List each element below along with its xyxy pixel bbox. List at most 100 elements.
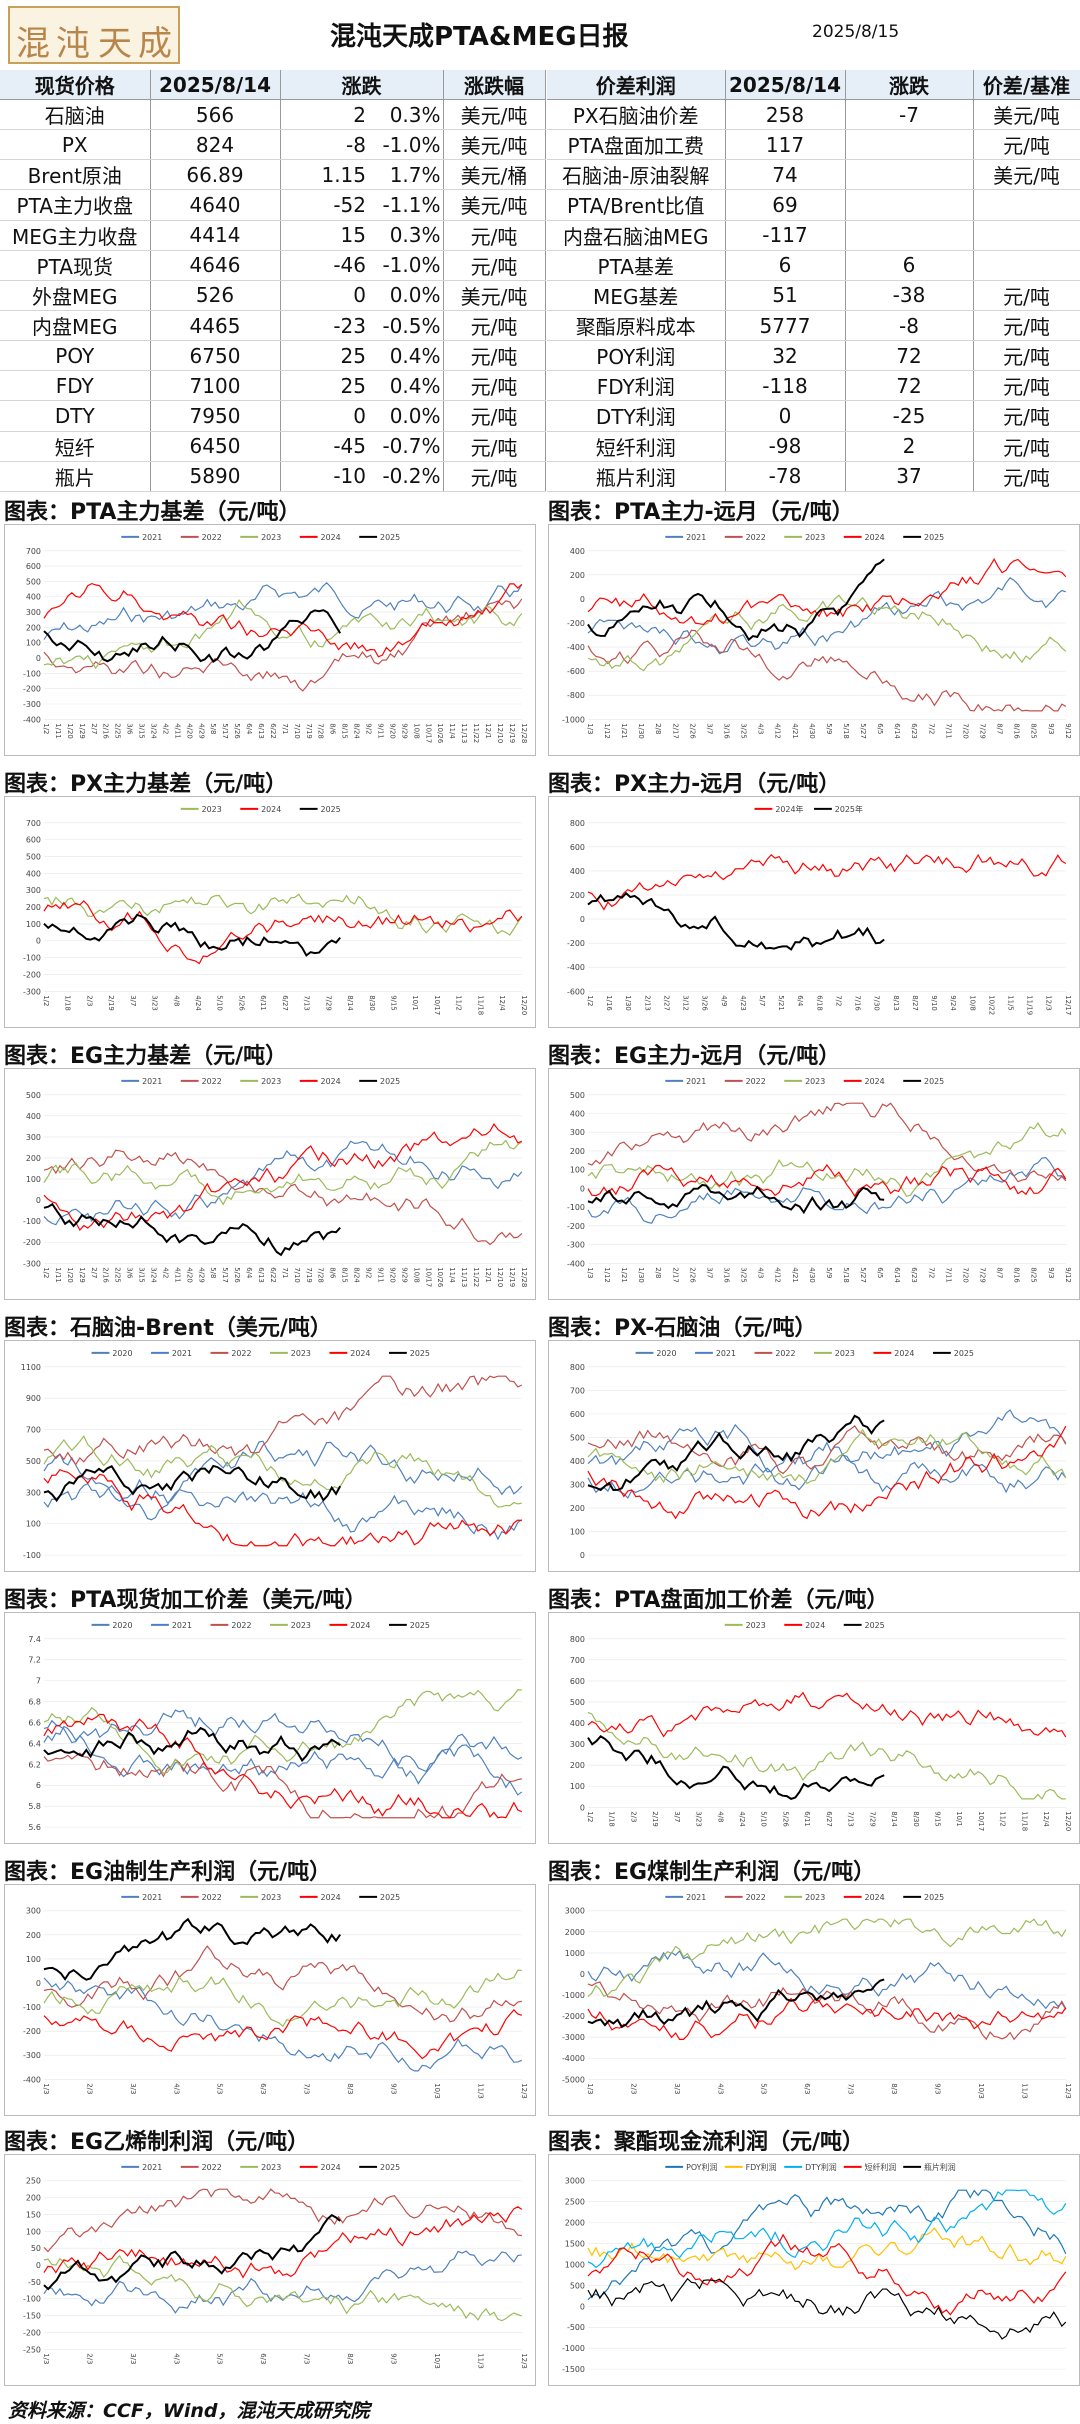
y-tick-label: 300 <box>26 886 41 895</box>
x-tick-label: 8/30 <box>368 995 376 1011</box>
table-cell: 元/吨 <box>443 370 546 402</box>
table-cell: -1.0% <box>368 250 444 281</box>
legend-label: 2025 <box>410 1621 430 1630</box>
y-tick-label: 400 <box>26 1112 41 1121</box>
legend-label: 2023 <box>291 1349 311 1358</box>
table-cell: -0.7% <box>368 431 444 462</box>
x-tick-label: 11/2 <box>455 995 463 1011</box>
x-tick-label: 8/6 <box>329 1267 337 1278</box>
x-tick-label: 5/26 <box>781 1811 789 1827</box>
chart-title: 图表：聚酯现金流利润（元/吨） <box>548 2130 865 2155</box>
table-cell: 0.3% <box>368 220 444 251</box>
y-tick-label: 5.8 <box>28 1802 41 1811</box>
x-tick-label: 4/2 <box>161 1267 169 1278</box>
table-cell: -10 <box>280 461 368 493</box>
x-tick-label: 10/17 <box>433 995 441 1015</box>
x-tick-label: 4/3 <box>757 723 765 734</box>
y-tick-label: 100 <box>26 2227 41 2236</box>
x-tick-label: 2/19 <box>107 995 115 1011</box>
legend-label: 2025 <box>380 1893 400 1902</box>
x-tick-label: 7/2 <box>927 1267 935 1278</box>
table-cell: 37 <box>845 461 974 493</box>
chart-panel: 2020 2021 2022 2023 2024 2025 1100 900 700 500 300… <box>4 1340 536 1572</box>
legend-label: 2021 <box>142 1077 162 1086</box>
series-line <box>587 1997 1067 2040</box>
x-tick-label: 9/3 <box>389 2353 397 2364</box>
table-cell: 元/吨 <box>443 250 546 281</box>
x-tick-label: 3/7 <box>129 995 137 1006</box>
x-tick-label: 11/22 <box>472 723 480 743</box>
table-cell: 4646 <box>150 250 281 281</box>
x-tick-label: 11/3 <box>1020 2083 1028 2099</box>
table-cell: 瓶片利润 <box>547 461 726 493</box>
x-tick-label: 7/29 <box>978 1267 986 1283</box>
x-tick-label: 5/27 <box>859 723 867 739</box>
series-line <box>43 599 523 670</box>
series-line <box>43 2250 522 2314</box>
table-cell: 2 <box>280 99 368 131</box>
table-cell: 美元/吨 <box>443 129 546 161</box>
x-tick-label: 8/7 <box>996 723 1004 734</box>
table-cell: 外盘MEG <box>0 280 151 311</box>
x-tick-label: 4/30 <box>808 723 816 739</box>
y-tick-label: 300 <box>570 1740 585 1749</box>
y-tick-label: 600 <box>26 562 41 571</box>
x-tick-label: 8/24 <box>353 1267 361 1283</box>
table-row: POY 6750 25 0.4% 元/吨 <box>0 340 546 372</box>
x-tick-label: 12/28 <box>520 1267 528 1287</box>
x-tick-label: 4/12 <box>774 723 782 739</box>
table-cell: 15 <box>280 220 368 251</box>
x-tick-label: 12/4 <box>498 995 506 1011</box>
table-cell: -46 <box>280 250 368 281</box>
table-row: MEG基差 51 -38 元/吨 <box>547 280 1080 311</box>
legend-label: 2020 <box>656 1349 676 1358</box>
legend-label: 2025 <box>380 1077 400 1086</box>
x-tick-label: 7/29 <box>868 1811 876 1827</box>
spread-profit-table: 价差利润 2025/8/14 涨跌 价差/基准 PX石脑油价差 258 -7 美元/吨… <box>547 70 1080 493</box>
y-tick-label: -100 <box>23 669 41 678</box>
x-tick-label: 2/17 <box>671 1267 679 1283</box>
y-tick-label: 0 <box>580 1970 585 1979</box>
x-tick-label: 8/13 <box>892 995 900 1011</box>
x-tick-label: 3/3 <box>129 2083 137 2094</box>
series-line <box>43 1713 523 1819</box>
x-tick-label: 4/3 <box>716 2083 724 2094</box>
table-cell: POY利润 <box>547 340 726 372</box>
table-row: Brent原油 66.89 1.15 1.7% 美元/桶 <box>0 159 546 191</box>
table-cell <box>845 189 974 221</box>
legend-label: 2024 <box>865 533 885 542</box>
table-cell: 元/吨 <box>973 461 1080 493</box>
legend-label: 2021 <box>142 533 162 542</box>
x-tick-label: 7/20 <box>961 1267 969 1283</box>
x-tick-label: 10/26 <box>436 723 444 743</box>
x-tick-label: 6/3 <box>803 2083 811 2094</box>
y-tick-label: -1000 <box>562 2344 585 2353</box>
table-cell: 6750 <box>150 340 281 372</box>
y-tick-label: 700 <box>26 1426 41 1435</box>
table-row: 内盘石脑油MEG -117 <box>547 220 1080 251</box>
y-tick-label: 100 <box>26 1955 41 1964</box>
x-tick-label: 9/3 <box>389 2083 397 2094</box>
table-cell: 32 <box>725 340 846 372</box>
series-line <box>43 1483 523 1541</box>
series-line <box>43 1969 522 2028</box>
y-tick-label: 300 <box>570 1480 585 1489</box>
x-tick-label: 6/13 <box>257 1267 265 1283</box>
table-cell: 0.3% <box>368 99 444 131</box>
y-tick-label: 0 <box>36 1979 41 1988</box>
y-tick-label: 0 <box>36 2261 41 2270</box>
table-cell: 66.89 <box>150 159 281 191</box>
x-tick-label: 3/6 <box>126 1267 134 1278</box>
legend-label: 2025 <box>924 1893 944 1902</box>
table-cell: -0.2% <box>368 461 444 493</box>
x-tick-label: 7/13 <box>303 995 311 1011</box>
x-tick-label: 11/13 <box>460 723 468 743</box>
x-tick-label: 8/3 <box>346 2353 354 2364</box>
legend-label: 2024 <box>321 1077 341 1086</box>
x-tick-label: 4/29 <box>197 723 205 739</box>
legend-label: 2020 <box>112 1349 132 1358</box>
table-cell: 0.0% <box>368 400 444 432</box>
table-cell: -117 <box>725 220 846 251</box>
table-row: PTA/Brent比值 69 <box>547 189 1080 221</box>
x-tick-label: 7/19 <box>305 723 313 739</box>
